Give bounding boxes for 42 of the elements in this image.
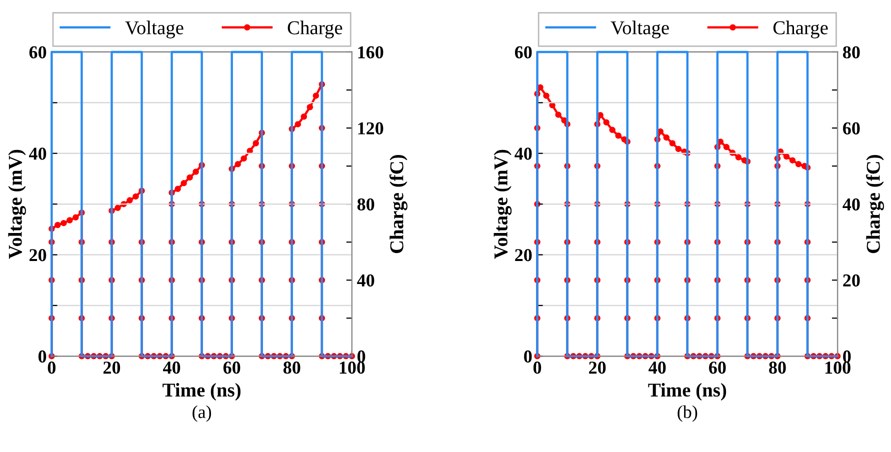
legend-label: Voltage [610,20,669,38]
y-tick-label: 40 [514,148,532,160]
x-tick-label: 40 [163,362,180,374]
x-tick-label: 80 [769,362,786,374]
x-tick-label: 60 [223,362,240,374]
y-tick-label: 40 [29,148,46,160]
y-axis-title: Voltage (mV) [8,150,26,259]
y-tick-label: 0 [38,350,46,363]
y2-tick-label: 120 [358,122,384,134]
x-tick-label: 0 [533,362,542,374]
y-tick-label: 60 [29,46,46,58]
text: (a) [192,405,212,422]
legend-label: Voltage [125,20,184,38]
y2-tick-label: 0 [843,350,851,363]
x-tick-label: 60 [709,362,726,374]
x-tick-label: 100 [825,362,850,374]
x-axis-title: Time (ns) [648,382,726,401]
y2-tick-label: 160 [358,46,384,58]
y-tick-label: 60 [514,46,532,58]
x-tick-label: 40 [648,362,666,374]
x-tick-label: 20 [589,362,606,374]
y2-axis-title: Charge (fC) [389,154,408,254]
y-tick-label: 20 [515,249,532,262]
y-tick-label: 20 [30,249,46,262]
y2-tick-label: 20 [843,274,860,287]
y2-tick-label: 60 [843,122,860,134]
y2-tick-label: 40 [842,198,860,211]
y2-tick-label: 80 [357,198,374,211]
y2-tick-label: 80 [843,46,860,58]
y-axis-title: Voltage (mV) [494,150,512,259]
y2-axis-title: Charge (fC) [866,154,884,254]
text: (b) [678,405,698,422]
legend-label: Charge [773,20,828,38]
x-tick-label: 20 [103,362,120,374]
legend-label: Charge [288,20,342,38]
y2-tick-label: 0 [357,350,366,363]
x-tick-label: 0 [48,362,56,374]
y2-tick-label: 40 [357,274,374,287]
x-axis-title: Time (ns) [162,382,240,401]
x-tick-label: 100 [340,362,365,374]
x-tick-label: 80 [283,362,300,374]
y-tick-label: 0 [524,350,532,363]
